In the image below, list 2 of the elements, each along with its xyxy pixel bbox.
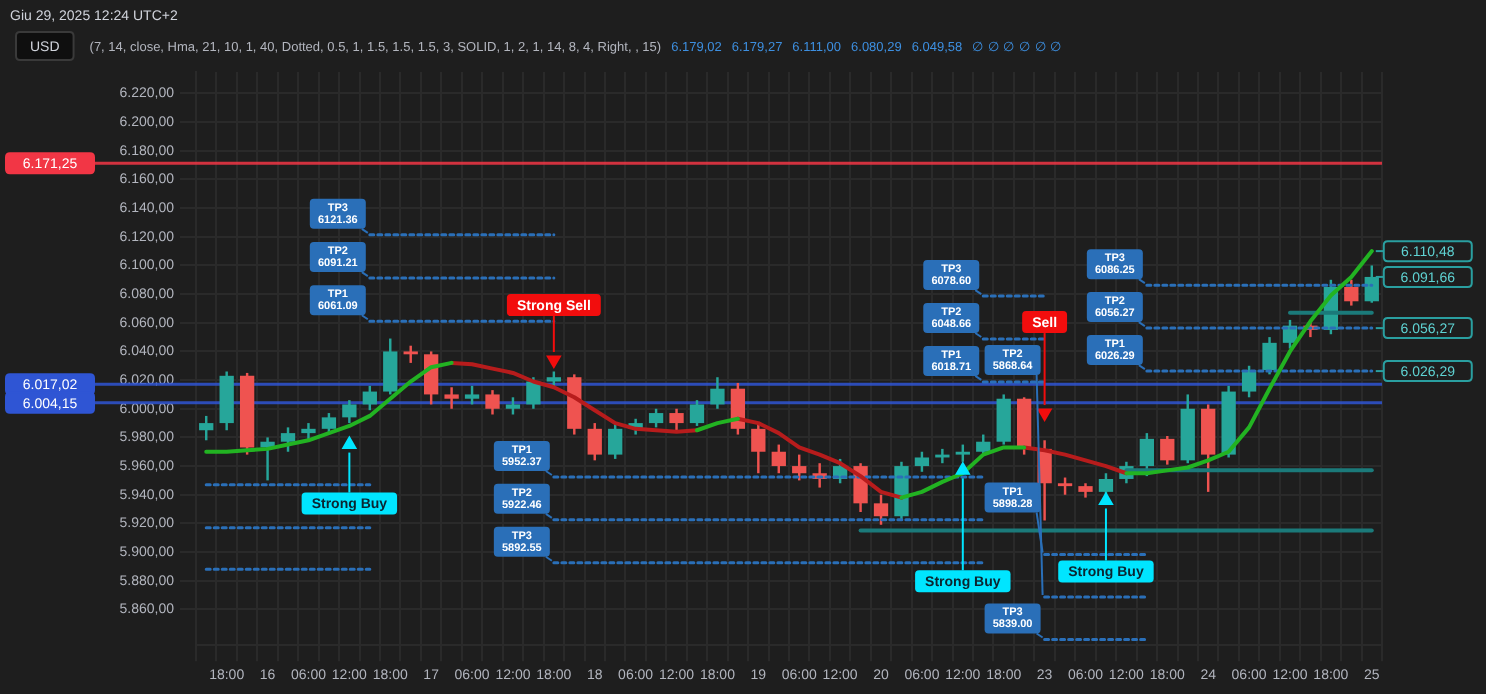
candlestick — [444, 387, 459, 409]
candlestick — [403, 345, 418, 363]
